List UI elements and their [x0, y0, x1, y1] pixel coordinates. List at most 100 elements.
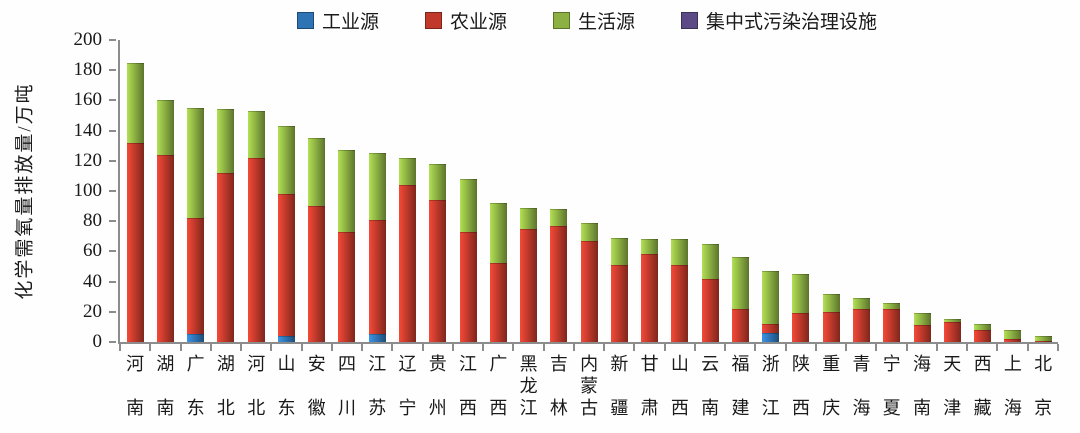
x-label-char: 北: [216, 398, 235, 418]
bar-slot: [695, 40, 725, 342]
segment-domestic: [822, 293, 840, 312]
segment-domestic: [459, 178, 477, 232]
segment-agricultural: [792, 313, 810, 342]
x-axis-label-安徽: 安徽: [308, 355, 326, 417]
segment-domestic: [156, 100, 174, 155]
legend-swatch-agricultural: [424, 11, 442, 29]
x-label-char: 西: [973, 354, 992, 374]
bar-天津: [943, 319, 961, 342]
x-label-slot: 河南: [120, 355, 150, 417]
x-tick-mark: [724, 344, 727, 351]
legend-label: 集中式污染治理设施: [706, 11, 878, 33]
x-tick-mark: [330, 344, 333, 351]
x-label-char: 河: [126, 354, 145, 374]
x-axis-label-四川: 四川: [338, 355, 356, 417]
legend-label: 农业源: [449, 11, 507, 33]
x-label-char: 西: [670, 398, 689, 418]
bar-slot: [150, 40, 180, 342]
y-tick-label: 80: [83, 210, 102, 232]
bar-河北: [247, 110, 265, 342]
x-tick-mark: [451, 344, 454, 351]
x-label-char: 陕: [791, 354, 810, 374]
y-tick-mark: [109, 39, 116, 41]
x-axis-label-江西: 江西: [459, 355, 477, 417]
x-label-char: 江: [761, 398, 780, 418]
bar-贵州: [429, 163, 447, 342]
bar-slot: [937, 40, 967, 342]
y-tick-label: 200: [73, 29, 103, 50]
y-tick-label: 160: [73, 89, 103, 111]
y-tick-mark: [109, 280, 116, 283]
segment-domestic: [368, 153, 386, 220]
x-label-char: 川: [337, 398, 356, 418]
segment-agricultural: [156, 154, 174, 342]
bar-山东: [277, 126, 295, 342]
segment-domestic: [338, 150, 356, 232]
segment-agricultural: [368, 219, 386, 335]
x-axis-label-上海: 上海: [1004, 355, 1022, 417]
x-label-char: 西: [489, 398, 508, 418]
bar-slot: [483, 40, 513, 342]
bar-slot: [877, 40, 907, 342]
x-tick-mark: [512, 344, 515, 351]
x-label-char: 疆: [610, 398, 629, 418]
legend-label: 生活源: [578, 11, 636, 33]
x-label-char: 海: [913, 354, 932, 374]
x-tick-mark: [240, 344, 243, 351]
segment-agricultural: [762, 323, 780, 333]
x-label-char: 蒙: [580, 376, 599, 396]
x-axis-label-重庆: 重庆: [822, 355, 840, 417]
x-label-slot: 广西: [483, 355, 513, 417]
bar-湖北: [217, 109, 235, 342]
x-label-char: 云: [701, 354, 720, 374]
y-tick-mark: [109, 310, 116, 313]
x-label-slot: 甘肃: [635, 355, 665, 417]
x-label-char: 津: [943, 398, 962, 418]
segment-industrial: [762, 332, 780, 342]
bar-浙江: [762, 271, 780, 342]
x-label-char: 江: [459, 354, 478, 374]
x-label-char: 天: [943, 354, 962, 374]
bar-slot: [332, 40, 362, 342]
x-label-char: 安: [307, 354, 326, 374]
x-label-char: 重: [822, 354, 841, 374]
x-axis-label-陕西: 陕西: [792, 355, 810, 417]
x-axis-label-广西: 广西: [489, 355, 507, 417]
bar-内蒙古: [580, 222, 598, 342]
x-label-char: 苏: [368, 398, 387, 418]
x-tick-mark: [996, 344, 999, 351]
segment-domestic: [247, 110, 265, 158]
segment-agricultural: [943, 322, 961, 342]
x-label-slot: 陕西: [786, 355, 816, 417]
x-label-slot: 山西: [665, 355, 695, 417]
x-label-slot: 云南: [695, 355, 725, 417]
x-label-char: 河: [247, 354, 266, 374]
y-tick-mark: [109, 341, 116, 343]
x-label-char: 浙: [761, 354, 780, 374]
x-axis-label-吉林: 吉林: [550, 355, 568, 417]
y-tick-label: 0: [92, 331, 103, 352]
segment-domestic: [187, 107, 205, 219]
segment-industrial: [277, 335, 295, 342]
bar-青海: [853, 298, 870, 342]
x-tick-mark: [270, 344, 273, 351]
x-label-slot: 湖北: [211, 355, 241, 417]
segment-agricultural: [399, 184, 417, 342]
segment-industrial: [187, 334, 205, 342]
bar-湖南: [156, 100, 174, 342]
segment-agricultural: [338, 231, 356, 342]
x-tick-mark: [784, 344, 787, 351]
bar-云南: [701, 243, 719, 342]
y-tick-label: 140: [73, 119, 103, 141]
segment-agricultural: [610, 265, 628, 342]
segment-domestic: [520, 207, 538, 229]
segment-agricultural: [1004, 338, 1022, 342]
x-label-slot: 天津: [937, 355, 967, 417]
x-label-slot: 福建: [725, 355, 755, 417]
x-label-slot: 青海: [846, 355, 876, 417]
segment-domestic: [610, 237, 628, 265]
x-tick-mark: [603, 344, 606, 351]
plot-area: [118, 40, 1058, 344]
bar-slot: [786, 40, 816, 342]
bar-重庆: [822, 293, 840, 342]
